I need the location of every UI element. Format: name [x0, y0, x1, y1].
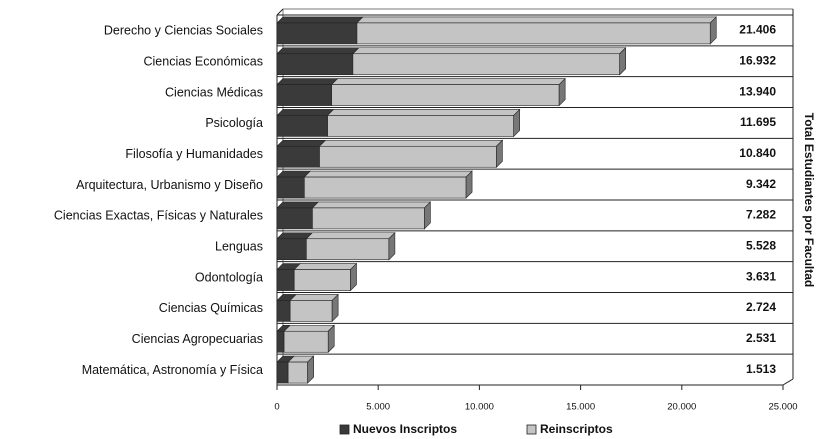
bar-top — [276, 78, 339, 85]
bar-top — [318, 139, 504, 147]
bar — [356, 22, 711, 45]
x-tick-label: 15.000 — [566, 402, 595, 413]
legend-swatch — [526, 424, 537, 435]
bar — [312, 207, 425, 230]
bar — [276, 145, 320, 168]
bar-side — [350, 262, 357, 292]
total-label: 1.513 — [746, 362, 776, 376]
bar — [289, 300, 333, 322]
y-tick-label: Derecho y Ciencias Sociales — [104, 24, 263, 38]
bar-top — [303, 170, 473, 178]
bar — [276, 53, 354, 76]
bar-top — [276, 109, 335, 116]
bar-side — [307, 355, 314, 384]
y-tick-label: Ciencias Económicas — [144, 55, 264, 69]
bar-side — [709, 16, 717, 45]
legend-swatch — [339, 424, 350, 435]
axis-line — [276, 8, 284, 16]
y-tick-label: Ciencias Químicas — [159, 301, 263, 315]
bar-top — [356, 16, 717, 24]
bar — [276, 330, 285, 353]
bar — [287, 361, 308, 384]
bar-top — [283, 324, 335, 332]
axis-line — [782, 378, 794, 386]
x-tick-label: 25.000 — [768, 402, 797, 413]
total-label: 9.342 — [746, 177, 776, 191]
y-tick-label: Lenguas — [215, 240, 263, 254]
bar-side — [424, 201, 431, 230]
bar-top — [276, 16, 364, 24]
total-label: 21.406 — [739, 23, 776, 37]
bar — [276, 22, 358, 45]
x-tick-label: 20.000 — [667, 402, 696, 413]
y-tick-label: Odontología — [195, 270, 263, 284]
y-tick-label: Ciencias Exactas, Físicas y Naturales — [54, 209, 263, 223]
bar — [276, 300, 291, 322]
total-label: 11.695 — [740, 115, 776, 129]
total-label: 5.528 — [746, 238, 776, 252]
right-axis-title: Total Estudiantes por Facultad — [802, 113, 816, 287]
bar — [276, 84, 332, 106]
total-label: 2.724 — [746, 300, 776, 314]
y-tick-label: Ciencias Médicas — [165, 85, 263, 99]
bar-side — [513, 108, 521, 138]
legend-label: Nuevos Inscriptos — [353, 422, 457, 436]
bar — [304, 176, 467, 199]
bar — [306, 238, 390, 261]
bar-top — [330, 78, 566, 85]
bar — [276, 176, 305, 199]
bar-top — [352, 47, 627, 55]
y-tick-label: Filosofía y Humanidades — [125, 147, 263, 161]
x-tick-label: 0 — [274, 402, 279, 413]
y-tick-label: Matemática, Astronomía y Física — [82, 363, 263, 377]
total-label: 16.932 — [739, 53, 776, 67]
legend-label: Reinscriptos — [540, 422, 613, 436]
bar — [283, 330, 329, 353]
bar-side — [331, 293, 339, 323]
bar — [293, 269, 351, 291]
bar-side — [388, 232, 396, 261]
bar-top — [326, 109, 521, 116]
y-tick-label: Ciencias Agropecuarias — [132, 332, 263, 346]
bar — [276, 115, 328, 137]
total-label: 3.631 — [746, 269, 776, 283]
bar-side — [619, 47, 627, 76]
y-tick-label: Psicología — [205, 116, 263, 130]
bar-side — [465, 170, 473, 199]
bar — [319, 145, 497, 168]
bar-side — [327, 324, 335, 353]
y-tick-label: Arquitectura, Urbanismo y Diseño — [76, 178, 263, 192]
total-label: 13.940 — [739, 84, 776, 98]
bar-top — [276, 47, 360, 55]
bar-side — [496, 139, 503, 168]
bar — [276, 238, 307, 261]
bar-top — [305, 232, 396, 240]
bar-side — [558, 77, 566, 107]
bar — [352, 53, 621, 76]
bar — [276, 269, 295, 291]
bar — [327, 115, 515, 137]
bar-top — [276, 139, 327, 147]
bar — [276, 361, 289, 384]
x-tick-label: 10.000 — [465, 402, 494, 413]
bar-top — [289, 294, 339, 301]
bar-top — [293, 263, 358, 270]
bar — [276, 207, 313, 230]
bar-top — [311, 201, 432, 209]
bar — [331, 84, 560, 106]
total-label: 10.840 — [739, 146, 776, 160]
total-label: 7.282 — [746, 208, 776, 222]
total-label: 2.531 — [746, 331, 776, 345]
x-tick-label: 5.000 — [366, 402, 390, 413]
bar-top — [276, 201, 320, 209]
